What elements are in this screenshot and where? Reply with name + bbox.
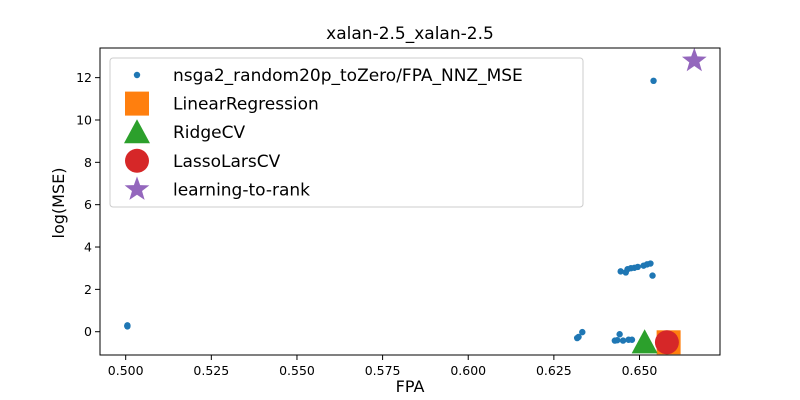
y-tick-label: 2	[84, 282, 92, 297]
data-point	[647, 260, 654, 267]
y-tick-label: 12	[76, 70, 92, 85]
data-point	[634, 263, 641, 271]
y-tick-label: 10	[76, 112, 92, 127]
x-tick-label: 0.650	[622, 363, 658, 378]
data-marks	[124, 48, 707, 355]
x-tick-label: 0.625	[536, 363, 572, 378]
legend-label: LassoLarsCV	[173, 152, 281, 172]
y-tick-label: 4	[84, 240, 92, 255]
series-4	[681, 48, 707, 72]
data-point	[579, 328, 586, 336]
axes: 0.500 0.525 0.550 0.575 0.600 0.625 0.650 0 2 4 6 8…	[76, 47, 721, 378]
x-tick-label: 0.575	[365, 363, 401, 378]
data-point	[628, 336, 636, 343]
legend-marker-dot	[133, 71, 141, 79]
x-tick-label: 0.550	[279, 363, 315, 378]
x-axis-label: FPA	[396, 377, 425, 396]
y-tick-label: 8	[84, 155, 92, 170]
series-2	[631, 329, 658, 354]
plot-frame	[99, 47, 721, 356]
y-tick-label: 0	[84, 324, 92, 339]
data-point	[650, 77, 657, 85]
data-point	[617, 268, 624, 275]
legend-label: RidgeCV	[173, 123, 245, 143]
legend-entry: nsga2_random20p_toZero/FPA_NNZ_MSE	[133, 66, 523, 86]
data-point	[619, 337, 627, 344]
x-tick-label: 0.500	[108, 363, 144, 378]
data-point	[614, 336, 621, 344]
x-tick-label: 0.525	[193, 363, 229, 378]
legend: nsga2_random20p_toZero/FPA_NNZ_MSE Linear…	[109, 57, 584, 208]
legend-box	[109, 57, 584, 208]
legend-entry: learning-to-rank	[124, 176, 310, 200]
legend-label: LinearRegression	[173, 95, 319, 115]
legend-marker-star	[124, 176, 150, 200]
data-point	[649, 272, 656, 279]
legend-entry: RidgeCV	[124, 119, 245, 144]
data-point	[616, 331, 623, 338]
legend-entry: LassoLarsCV	[125, 148, 281, 173]
data-point	[575, 333, 582, 341]
series-0	[124, 77, 657, 344]
data-point-circle	[654, 330, 679, 355]
legend-label: nsga2_random20p_toZero/FPA_NNZ_MSE	[173, 66, 523, 86]
legend-marker-circle	[125, 148, 149, 173]
y-axis-label: log(MSE)	[49, 168, 68, 239]
data-point-triangle	[631, 329, 658, 354]
legend-marker-triangle	[124, 119, 150, 144]
series-3	[654, 330, 679, 355]
x-tick-label: 0.600	[450, 363, 486, 378]
legend-entry: LinearRegression	[125, 91, 319, 116]
y-tick-label: 6	[84, 197, 92, 212]
data-point	[124, 322, 131, 330]
legend-label: learning-to-rank	[173, 180, 310, 200]
data-point-star	[681, 48, 707, 72]
legend-marker-square	[125, 91, 149, 116]
plot-area	[124, 48, 707, 355]
chart-title: xalan-2.5_xalan-2.5	[326, 24, 494, 44]
